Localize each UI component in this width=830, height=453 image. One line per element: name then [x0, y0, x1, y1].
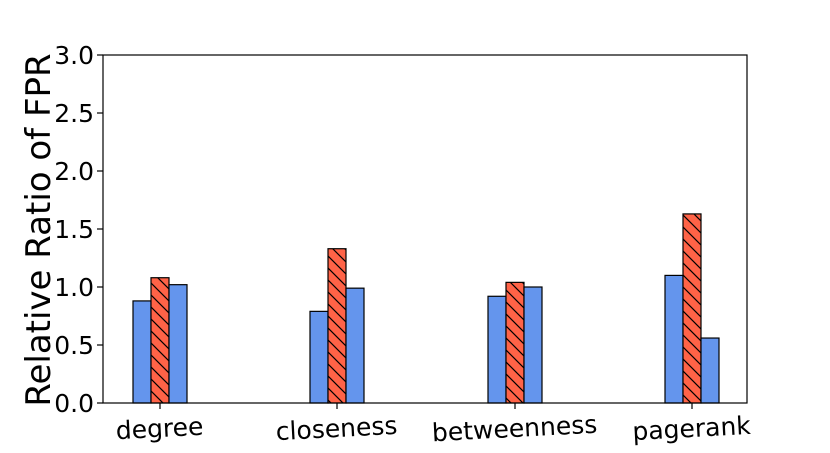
bar-betweenness-series-3 [523, 286, 543, 404]
y-tick-label-2.5: 2.5 [54, 99, 94, 128]
y-tick-label-3.0: 3.0 [54, 41, 94, 70]
x-tick-label-pagerank: pagerank [632, 411, 752, 446]
bar-closeness-series-3 [345, 287, 365, 404]
bar-hatch-degree-series-2 [151, 277, 169, 403]
bar-degree-series-3 [168, 284, 188, 404]
bar-hatch-closeness-series-2 [328, 248, 346, 403]
x-tick-label-betweenness: betweenness [431, 410, 598, 448]
y-tick-label-0.5: 0.5 [54, 331, 94, 360]
y-tick-label-1.0: 1.0 [54, 273, 94, 302]
plot-area: 0.0 0.5 1.0 1.5 2.0 2.5 3.0 degree closeness betw… [54, 41, 752, 447]
x-tick-label-closeness: closeness [275, 411, 398, 446]
x-tick-label-degree: degree [115, 412, 204, 446]
bar-betweenness-series-1 [487, 295, 507, 404]
bar-hatch-pagerank-series-2 [683, 213, 701, 403]
bar-pagerank-series-3 [700, 337, 720, 404]
bar-closeness-series-1 [309, 310, 329, 404]
y-tick-label-1.5: 1.5 [54, 215, 94, 244]
bar-hatch-betweenness-series-2 [506, 282, 524, 403]
bar-pagerank-series-1 [664, 274, 684, 404]
bar-degree-series-1 [132, 300, 152, 404]
y-tick-label-2.0: 2.0 [54, 157, 94, 186]
y-axis-label: Relative Ratio of FPR [19, 53, 59, 406]
plot-frame [102, 54, 748, 404]
y-tick-label-0.0: 0.0 [54, 389, 94, 418]
